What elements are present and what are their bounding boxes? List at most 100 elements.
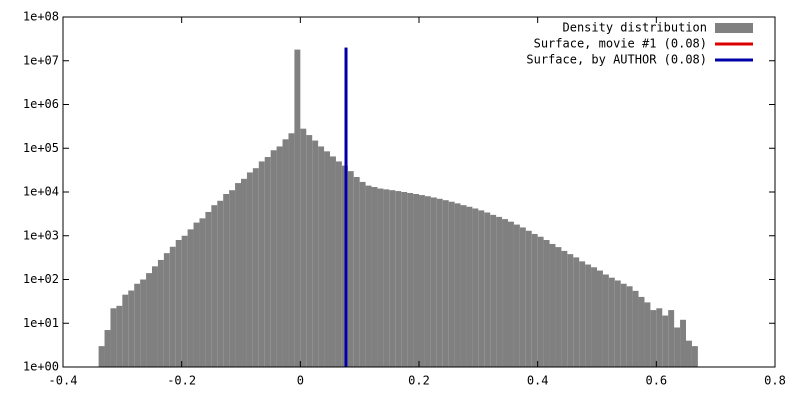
bar (365, 185, 372, 367)
x-tick-label: 0.6 (645, 374, 667, 388)
bar (620, 283, 627, 367)
bar (656, 308, 663, 367)
bar (104, 330, 111, 367)
bar (252, 168, 259, 367)
bar (318, 146, 325, 367)
bar (110, 308, 117, 367)
bar (353, 177, 360, 367)
bar (276, 146, 283, 367)
bar (614, 280, 621, 367)
bar (674, 327, 681, 367)
bar (543, 239, 550, 367)
bar (424, 196, 431, 367)
bar (460, 205, 467, 367)
bar (608, 277, 615, 367)
bar (157, 259, 164, 367)
bar (324, 151, 330, 367)
bar (223, 194, 230, 367)
y-tick-label: 1e+01 (23, 316, 59, 330)
y-tick-label: 1e+08 (23, 10, 59, 24)
bar (163, 253, 170, 367)
bar (668, 310, 675, 367)
bar (282, 139, 289, 367)
bar (347, 171, 354, 367)
bar (193, 222, 200, 367)
bar (454, 203, 461, 367)
y-tick-label: 1e+05 (23, 141, 59, 155)
bar (116, 305, 123, 367)
bar (597, 270, 603, 367)
bar (502, 219, 508, 367)
bar (395, 191, 402, 367)
bar (377, 188, 384, 367)
bar (579, 261, 586, 367)
bar (264, 157, 271, 367)
bar (496, 216, 503, 367)
bar (169, 246, 176, 367)
y-tick-label: 1e+03 (23, 228, 59, 242)
bar (549, 243, 556, 367)
bar (591, 267, 597, 367)
bar (419, 195, 425, 367)
bar (508, 221, 514, 367)
bar (567, 254, 574, 367)
y-tick-label: 1e+04 (23, 185, 59, 199)
bar (205, 211, 212, 367)
bar (383, 189, 390, 367)
bar (359, 181, 366, 367)
bar (401, 192, 408, 367)
bar (644, 302, 651, 367)
bar (258, 161, 265, 367)
bar (638, 296, 645, 367)
y-tick-label: 1e+02 (23, 272, 59, 286)
bar (573, 257, 580, 367)
bar (472, 208, 479, 367)
bar (246, 172, 253, 367)
bar (531, 233, 538, 367)
bar (335, 161, 342, 367)
bar (525, 230, 532, 367)
bar (490, 214, 497, 367)
bar (537, 236, 544, 367)
bar (294, 49, 301, 368)
x-tick-label: 0.2 (408, 374, 430, 388)
y-tick-label: 1e+07 (23, 53, 59, 67)
bar (270, 150, 277, 367)
legend-label: Surface, by AUTHOR (0.08) (526, 53, 707, 67)
bar (555, 247, 562, 367)
bar (181, 235, 188, 367)
bar (519, 227, 526, 367)
bar (128, 290, 135, 367)
bar (122, 294, 129, 367)
legend-swatch (715, 23, 753, 33)
bar (300, 128, 307, 367)
bar (691, 346, 698, 367)
bar (650, 310, 657, 367)
bar (235, 183, 241, 367)
x-tick-label: 0.4 (527, 374, 549, 388)
bar (632, 290, 639, 367)
bar (312, 140, 319, 367)
bar (140, 279, 147, 367)
bar (561, 250, 568, 367)
y-tick-label: 1e+06 (23, 97, 59, 111)
bar (430, 197, 437, 367)
bar (134, 283, 141, 367)
bar (413, 194, 419, 367)
bar (98, 346, 105, 367)
bar (152, 266, 158, 367)
x-tick-label: 0.8 (764, 374, 786, 388)
bar (211, 205, 218, 367)
bar (187, 229, 194, 367)
bar (585, 264, 592, 367)
bar (513, 224, 520, 367)
y-tick-label: 1e+00 (23, 360, 59, 374)
x-tick-label: -0.2 (167, 374, 196, 388)
bar (217, 200, 224, 367)
legend-label: Surface, movie #1 (0.08) (534, 37, 707, 51)
bar (146, 273, 152, 367)
bar (478, 210, 485, 367)
bar (602, 274, 609, 367)
bar (330, 156, 336, 367)
